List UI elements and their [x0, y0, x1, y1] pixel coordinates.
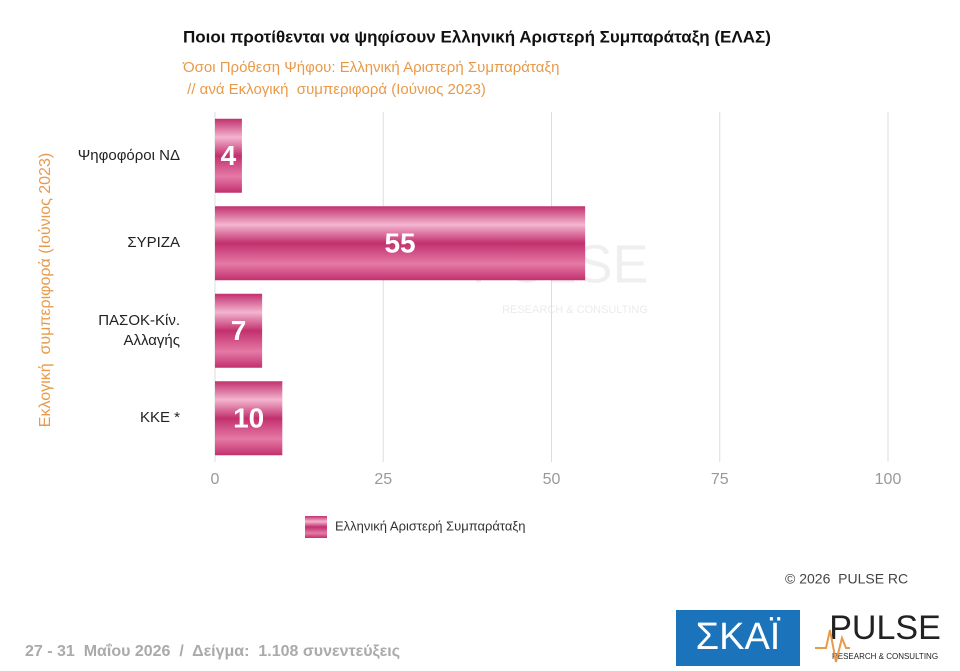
bar [215, 293, 263, 368]
value-label: 7 [231, 315, 247, 346]
legend-label: Ελληνική Αριστερή Συμπαράταξη [335, 518, 525, 533]
value-label: 4 [221, 140, 237, 171]
pulse-logo-tagline: RESEARCH & CONSULTING [832, 652, 938, 661]
bar [215, 381, 283, 456]
bar [215, 118, 242, 193]
y-tick-label: ΣΥΡΙΖΑ [127, 234, 180, 252]
watermark-tagline: RESEARCH & CONSULTING [502, 304, 648, 316]
x-tick-label: 25 [374, 471, 392, 488]
subtitle: Όσοι Πρόθεση Ψήφου: Ελληνική Αριστερή Συ… [182, 59, 559, 76]
x-tick-label: 75 [711, 471, 729, 488]
chart-title: Ποιοι προτίθενται να ψηφίσουν Ελληνική Α… [183, 27, 771, 46]
pulse-logo-wave [815, 629, 850, 663]
legend-swatch [305, 516, 327, 538]
y-axis-title: Εκλογική συμπεριφορά (Ιούνιος 2023) [37, 153, 54, 427]
value-label: 10 [233, 403, 264, 434]
y-tick-label: ΚΚΕ * [139, 409, 180, 427]
skai-logo-text: ΣΚΑΪ [696, 616, 781, 658]
x-tick-label: 100 [875, 471, 902, 488]
y-tick-label: Ψηφοφόροι ΝΔ [77, 146, 180, 164]
y-tick-label: ΠΑΣΟΚ-Κίν. Αλλαγής [98, 311, 180, 349]
x-tick-label: 50 [543, 471, 561, 488]
bar [215, 206, 586, 281]
footer: 27 - 31 Μαΐου 2026 / Δείγμα: 1.108 συνεν… [25, 643, 400, 660]
copyright: © 2026 PULSE RC [785, 571, 908, 587]
value-label: 55 [384, 228, 415, 259]
skai-logo [676, 610, 800, 666]
x-tick-label: 0 [211, 471, 220, 488]
subtitle: // ανά Εκλογική συμπεριφορά (Ιούνιος 202… [183, 81, 486, 98]
pulse-logo-text: PULSE [829, 609, 941, 647]
